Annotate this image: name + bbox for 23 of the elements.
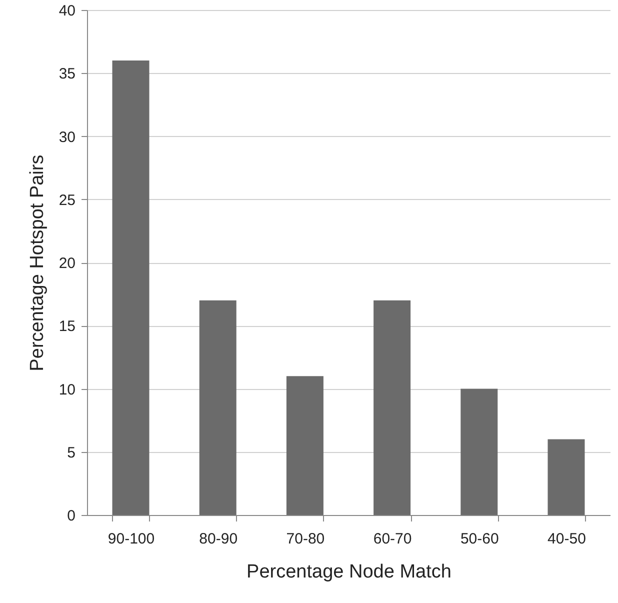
y-tick-label: 40 [58, 2, 76, 20]
x-tick-label: 70-80 [286, 530, 325, 548]
y-tick-label: 15 [58, 318, 76, 336]
bar [460, 388, 498, 515]
y-tick-label: 20 [58, 255, 76, 272]
bar [286, 376, 324, 515]
x-tick-label: 80-90 [199, 530, 238, 548]
y-tick-label: 0 [67, 508, 76, 524]
y-tick-label: 10 [58, 381, 76, 398]
x-tick-label: 90-100 [108, 530, 155, 548]
x-tick-label: 50-60 [460, 530, 499, 548]
y-axis-title: Percentage Hotspot Pairs [26, 154, 48, 372]
y-tick-label: 30 [58, 128, 76, 146]
x-tick-label: 60-70 [373, 530, 412, 548]
bar [112, 60, 150, 515]
y-tick-label: 5 [67, 444, 76, 462]
y-tick-label: 25 [58, 192, 76, 209]
bar [548, 439, 585, 515]
y-tick-label: 35 [58, 66, 76, 83]
x-tick-label: 40-50 [548, 530, 586, 548]
bar [199, 300, 236, 515]
x-axis-title: Percentage Node Match [246, 562, 452, 582]
bar [374, 300, 411, 515]
